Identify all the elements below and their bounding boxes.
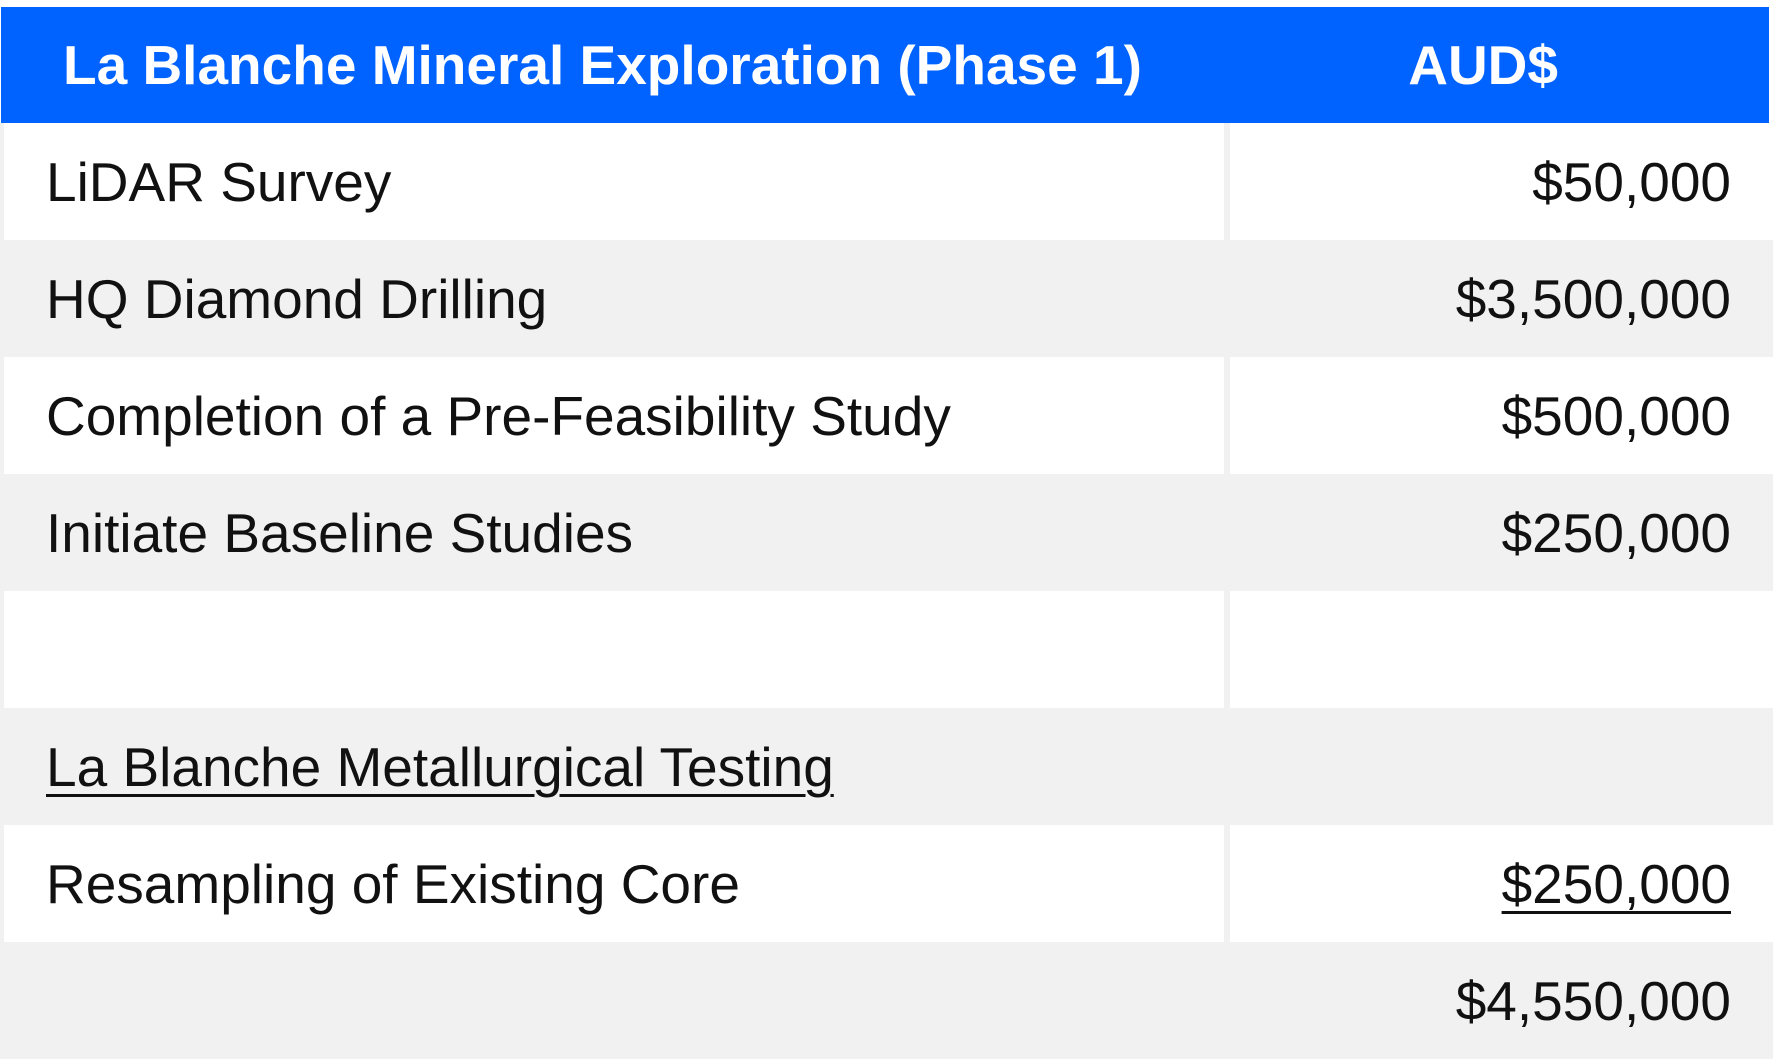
item-cell: HQ Diamond Drilling [0, 240, 1224, 357]
amount-cell: $250,000 [1230, 474, 1773, 591]
header-amount-label: AUD$ [1408, 34, 1558, 96]
header-item-cell: La Blanche Mineral Exploration (Phase 1) [1, 7, 1221, 123]
amount-cell: $250,000 [1230, 825, 1773, 942]
amount-cell [1230, 708, 1773, 825]
item-label: HQ Diamond Drilling [46, 267, 548, 330]
item-cell [0, 942, 1224, 1059]
item-cell: La Blanche Metallurgical Testing [0, 708, 1224, 825]
item-cell: Resampling of Existing Core [4, 825, 1224, 942]
item-label: Resampling of Existing Core [46, 852, 740, 915]
table-row-empty [0, 591, 1773, 708]
table-row: HQ Diamond Drilling $3,500,000 [0, 240, 1773, 357]
amount-value: $250,000 [1501, 852, 1731, 915]
item-label: Completion of a Pre-Feasibility Study [46, 384, 951, 447]
amount-cell: $500,000 [1230, 357, 1773, 474]
total-cell: $4,550,000 [1230, 942, 1773, 1059]
item-cell: Completion of a Pre-Feasibility Study [4, 357, 1224, 474]
section-heading-label: La Blanche Metallurgical Testing [46, 735, 834, 798]
item-cell: Initiate Baseline Studies [0, 474, 1224, 591]
table-row: Initiate Baseline Studies $250,000 [0, 474, 1773, 591]
table-row: LiDAR Survey $50,000 [0, 123, 1773, 240]
table-header-row: La Blanche Mineral Exploration (Phase 1)… [1, 7, 1769, 123]
table-section-heading-row: La Blanche Metallurgical Testing [0, 708, 1773, 825]
amount-value: $50,000 [1532, 150, 1731, 213]
item-cell: LiDAR Survey [4, 123, 1224, 240]
table-row: Resampling of Existing Core $250,000 [0, 825, 1773, 942]
table-total-row: $4,550,000 [0, 942, 1773, 1059]
item-label: LiDAR Survey [46, 150, 392, 213]
table-row: Completion of a Pre-Feasibility Study $5… [0, 357, 1773, 474]
budget-table: La Blanche Mineral Exploration (Phase 1)… [0, 7, 1773, 1059]
amount-cell: $3,500,000 [1230, 240, 1773, 357]
amount-value: $500,000 [1501, 384, 1731, 447]
amount-value: $250,000 [1501, 501, 1731, 564]
item-cell [4, 591, 1224, 708]
header-item-label: La Blanche Mineral Exploration (Phase 1) [63, 34, 1142, 96]
amount-value: $3,500,000 [1455, 267, 1731, 330]
header-amount-cell: AUD$ [1227, 7, 1769, 123]
total-value: $4,550,000 [1455, 969, 1731, 1032]
amount-cell [1230, 591, 1773, 708]
item-label: Initiate Baseline Studies [46, 501, 634, 564]
amount-cell: $50,000 [1230, 123, 1773, 240]
